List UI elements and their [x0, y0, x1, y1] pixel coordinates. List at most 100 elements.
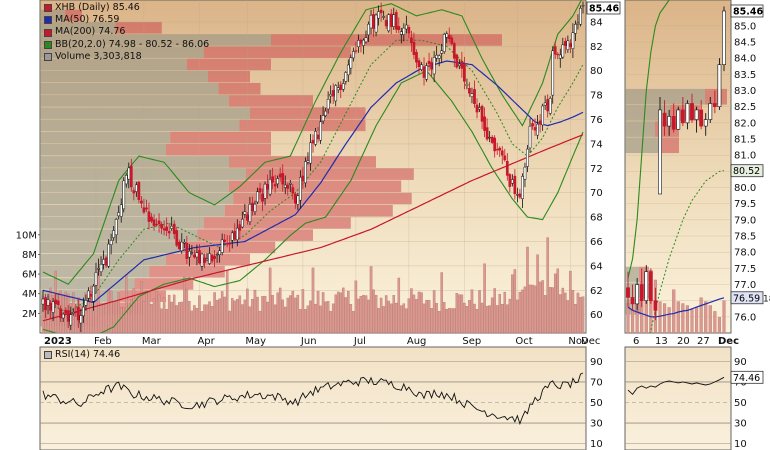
- volume-bar: [450, 308, 454, 333]
- candle-body: [372, 14, 375, 29]
- zoom-axis-tick-label: 77.5: [734, 264, 756, 275]
- zoom-volume-bar: [708, 305, 712, 333]
- candle-body: [69, 314, 73, 326]
- volume-bar: [261, 296, 264, 333]
- zoom-volume-bar: [695, 307, 699, 333]
- volume-profile-bar-up: [40, 21, 116, 34]
- volume-bar: [304, 309, 307, 333]
- volume-bar: [384, 295, 388, 333]
- volume-bar: [357, 298, 360, 333]
- volume-bar: [147, 291, 151, 333]
- legend-ma200: MA(200) 74.76: [55, 26, 126, 38]
- candle-body: [266, 184, 269, 190]
- price-axis-tick-label: 62: [590, 286, 603, 297]
- candle-body: [172, 223, 176, 235]
- candle-body: [574, 24, 577, 34]
- candle-body: [553, 46, 557, 55]
- zoom-profile-bar-down: [639, 266, 649, 283]
- candle-body: [51, 301, 55, 313]
- volume-bar: [165, 309, 168, 333]
- volume-profile-bar-up: [40, 131, 171, 144]
- zoom-ma50-line: [627, 297, 725, 318]
- volume-bar: [314, 303, 317, 333]
- candle-body: [215, 253, 219, 256]
- volume-profile-bar-up: [40, 34, 271, 46]
- volume-profile-bar-up: [40, 9, 66, 22]
- x-axis-month-label: Feb: [94, 336, 112, 347]
- volume-bar: [460, 294, 464, 333]
- zoom-axis-tick-label: 76.0: [734, 312, 756, 323]
- candle-body: [579, 7, 582, 25]
- volume-bar: [382, 306, 385, 333]
- candle-body: [480, 105, 484, 122]
- candle-body: [299, 177, 302, 201]
- zoom-volume-bar: [631, 309, 635, 333]
- volume-bar: [435, 303, 438, 333]
- candle-body: [394, 12, 398, 30]
- volume-bar: [251, 299, 254, 333]
- x-axis-month-label: Dec: [581, 336, 600, 347]
- candle-body: [465, 83, 469, 87]
- volume-bar: [127, 302, 131, 333]
- volume-profile-bar-up: [40, 217, 204, 229]
- zoom-axis-tick-label: 81.5: [734, 135, 756, 146]
- volume-profile-bar-up: [40, 192, 234, 205]
- candle-body: [124, 175, 128, 185]
- candle-body: [170, 225, 174, 229]
- candle-body: [558, 54, 562, 59]
- zoom-axis-tick-label: 82.5: [734, 102, 756, 113]
- zoom-axis-tick-label: 83.5: [734, 70, 756, 81]
- rsi-legend: RSI(14) 74.46: [44, 349, 120, 360]
- rsi-zoom-panel-background: [624, 346, 732, 450]
- zoom-candle-body: [676, 109, 681, 130]
- candle-body: [571, 32, 575, 49]
- candle-body: [500, 150, 504, 156]
- rsi-zoom-axis-tick-label: 30: [734, 419, 747, 430]
- volume-bar: [377, 308, 380, 333]
- legend-ma50-row: MA(50) 76.59: [44, 14, 209, 26]
- volume-bar: [427, 299, 431, 333]
- candle-body: [450, 37, 454, 44]
- volume-bar: [107, 289, 110, 333]
- volume-bar: [455, 293, 459, 333]
- candle-body: [523, 166, 527, 180]
- rsi-legend-swatch: [44, 350, 52, 359]
- volume-bar: [190, 310, 194, 333]
- volume-bar: [485, 305, 489, 333]
- volume-bar: [490, 297, 494, 333]
- volume-profile-bar-up: [40, 95, 229, 107]
- zoom-profile-bar-up: [625, 121, 655, 137]
- volume-bar: [331, 303, 335, 333]
- candle-body: [503, 155, 507, 161]
- zoom-candle-body: [717, 64, 722, 107]
- candle-body: [102, 259, 105, 265]
- candle-body: [79, 315, 83, 324]
- candle-body: [99, 263, 103, 273]
- volume-bar: [576, 292, 580, 333]
- volume-bar: [402, 303, 406, 333]
- volume-bar: [329, 311, 332, 333]
- candle-body: [495, 148, 499, 151]
- candle-body: [437, 55, 441, 59]
- volume-bar: [246, 288, 249, 333]
- volume-bar: [352, 311, 355, 333]
- candle-body: [324, 110, 327, 116]
- ma200-line: [42, 134, 584, 322]
- candle-body: [185, 242, 189, 259]
- candle-body: [526, 148, 529, 167]
- volume-bar: [160, 308, 163, 333]
- candle-body: [135, 184, 138, 192]
- volume-profile-bar-up: [40, 168, 246, 180]
- candle-body: [369, 14, 373, 29]
- candle-body: [82, 306, 85, 317]
- volume-profile-bar-down: [229, 180, 402, 193]
- volume-bar: [440, 272, 443, 333]
- volume-profile-bar-up: [40, 58, 187, 71]
- volume-bar: [417, 291, 421, 333]
- volume-bar: [175, 305, 178, 333]
- candle-body: [470, 93, 474, 97]
- zoom-axis-tick-label: 78.0: [734, 248, 756, 259]
- candle-body: [533, 127, 537, 131]
- zoom-volume-bar: [685, 305, 689, 333]
- candle-body: [510, 179, 514, 184]
